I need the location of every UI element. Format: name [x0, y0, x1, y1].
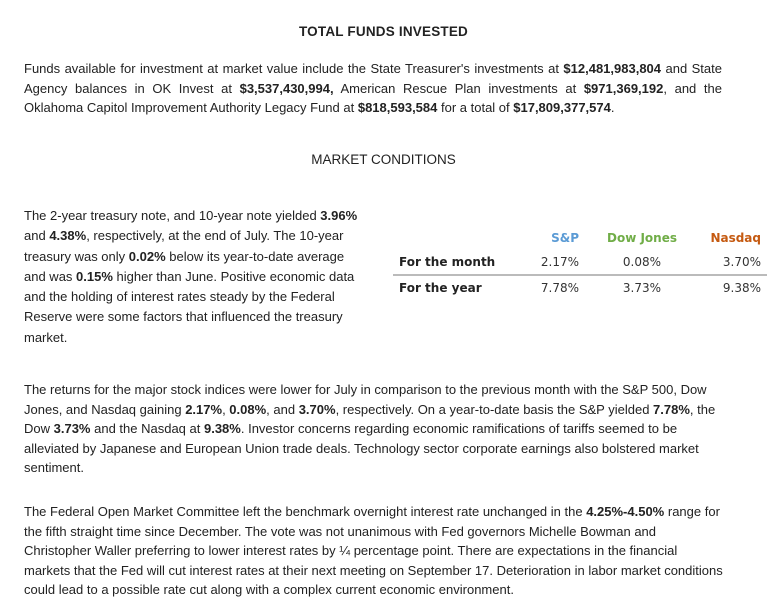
cell: 7.78%: [515, 274, 585, 300]
text: and: [24, 228, 50, 244]
index-returns-table: S&P Dow Jones Nasdaq For the month 2.17% 0…: [393, 226, 767, 300]
text: below its year-to-date average and was: [24, 248, 345, 284]
text: The returns for the major stock indices …: [24, 382, 707, 417]
header-sp: S&P: [551, 231, 579, 245]
value: 2.17%: [185, 401, 223, 417]
stocks-paragraph: The returns for the major stock indices …: [24, 380, 724, 478]
cell: 0.08%: [622, 255, 661, 269]
treasury-paragraph: The 2-year treasury note, and 10-year no…: [24, 206, 369, 348]
text: , respectively, at the end of July. The …: [24, 228, 344, 264]
text: ,: [222, 401, 230, 417]
value: 0.02%: [128, 248, 166, 264]
cell: 3.70%: [722, 255, 761, 269]
table-row: For the year 7.78% 3.73% 9.38%: [393, 274, 767, 300]
table-row: For the month 2.17% 0.08% 3.70%: [393, 250, 767, 275]
cell: 2.17%: [540, 255, 579, 269]
header-dow: Dow Jones: [606, 231, 677, 245]
value: 0.15%: [76, 268, 113, 284]
text: , and the Oklahoma Capitol Improvement A…: [24, 80, 722, 116]
value: 3.70%: [298, 401, 336, 417]
text: , the Dow: [24, 401, 716, 437]
value: $818,593,584: [357, 100, 438, 115]
row-label: For the month: [399, 255, 496, 269]
row-label: For the year: [393, 274, 515, 300]
text: .: [610, 100, 615, 115]
text: , and: [266, 401, 299, 417]
section-title-market: MARKET CONDITIONS: [311, 152, 456, 167]
value: 0.08%: [229, 401, 267, 417]
value: 3.96%: [320, 208, 358, 223]
text: for a total of: [437, 100, 514, 115]
text: range for the fifth straight time since …: [24, 504, 723, 597]
text: and the Nasdaq at: [90, 421, 204, 436]
cell: 9.38%: [683, 274, 767, 300]
cell: 3.73%: [585, 274, 683, 300]
funds-paragraph: Funds available for investment at market…: [24, 59, 722, 118]
value: 4.38%: [49, 228, 87, 244]
value: 3.73%: [53, 421, 91, 436]
text: The Federal Open Market Committee left t…: [24, 504, 587, 519]
text: higher than June. Positive economic data…: [24, 268, 355, 345]
value: 9.38%: [203, 421, 241, 436]
table-header: S&P Dow Jones Nasdaq: [393, 226, 767, 250]
text: Funds available for investment at market…: [24, 61, 564, 76]
value: $971,369,192: [583, 80, 664, 96]
value: $17,809,377,574: [513, 100, 611, 115]
text: , respectively. On a year-to-date basis …: [335, 401, 654, 417]
fed-paragraph: The Federal Open Market Committee left t…: [24, 502, 724, 600]
text: American Rescue Plan investments at: [333, 80, 584, 96]
section-title-funds: TOTAL FUNDS INVESTED: [298, 24, 468, 39]
value: $12,481,983,804: [563, 61, 662, 76]
text: . Investor concerns regarding economic r…: [24, 421, 699, 475]
value: 7.78%: [653, 401, 690, 417]
value: $3,537,430,994,: [239, 80, 334, 96]
text: and State Agency balances in OK Invest a…: [24, 61, 722, 96]
value: 4.25%-4.50%: [586, 504, 665, 519]
text: The 2-year treasury note, and 10-year no…: [24, 208, 321, 223]
header-nasdaq: Nasdaq: [710, 231, 761, 245]
